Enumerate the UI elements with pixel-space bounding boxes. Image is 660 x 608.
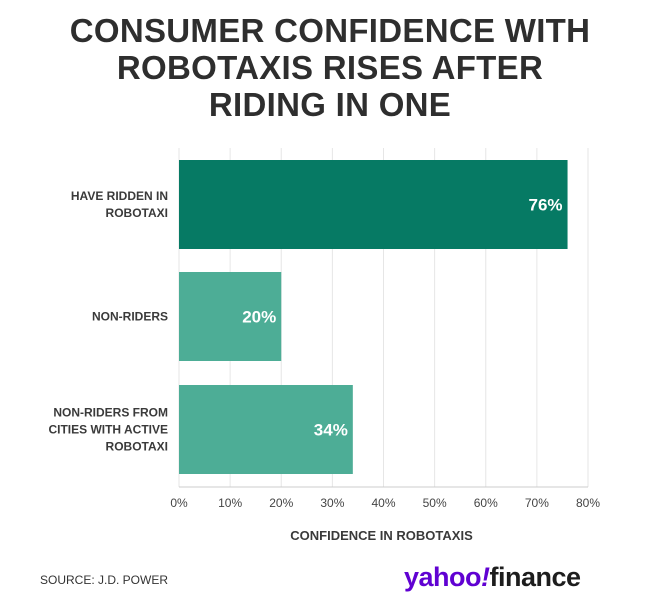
x-tick-label: 10% xyxy=(218,496,242,510)
category-label-line: CITIES WITH ACTIVE xyxy=(48,423,168,437)
bar-value-label: 34% xyxy=(314,421,348,440)
x-tick-label: 80% xyxy=(576,496,600,510)
chart-title-line: CONSUMER CONFIDENCE WITH xyxy=(69,12,591,49)
x-tick-label: 70% xyxy=(525,496,549,510)
x-axis-title: CONFIDENCE IN ROBOTAXIS xyxy=(290,528,473,543)
category-label-line: ROBOTAXI xyxy=(106,206,168,220)
x-tick-label: 30% xyxy=(320,496,344,510)
source-note: SOURCE: J.D. POWER xyxy=(40,573,169,587)
category-label: NON-RIDERS xyxy=(92,310,168,324)
x-tick-label: 40% xyxy=(371,496,395,510)
logo-exclamation-mark: ! xyxy=(481,562,490,592)
x-tick-label: 60% xyxy=(474,496,498,510)
bar-value-label: 76% xyxy=(529,196,563,215)
bar-value-label: 20% xyxy=(242,308,276,327)
x-tick-label: 50% xyxy=(423,496,447,510)
chart-title-line: ROBOTAXIS RISES AFTER xyxy=(116,49,544,86)
category-label: NON-RIDERS FROM CITIES WITH ACTIVE ROBOTAX… xyxy=(48,406,168,454)
bar xyxy=(179,160,568,249)
category-label-line: NON-RIDERS FROM xyxy=(53,406,168,420)
x-tick-label: 20% xyxy=(269,496,293,510)
x-tick-label: 0% xyxy=(170,496,188,510)
category-label-line: HAVE RIDDEN IN xyxy=(71,189,168,203)
category-label: HAVE RIDDEN IN ROBOTAXI xyxy=(71,189,168,220)
logo-yahoo-text: yahoo xyxy=(404,562,482,592)
yahoo-finance-logo: yahoo!finance xyxy=(404,562,581,592)
chart-title: CONSUMER CONFIDENCE WITH ROBOTAXIS RISES… xyxy=(0,12,660,123)
chart-title-line: RIDING IN ONE xyxy=(208,86,452,123)
category-label-line: ROBOTAXI xyxy=(106,440,168,454)
bar xyxy=(179,272,282,361)
bar xyxy=(179,385,353,474)
logo-finance-text: finance xyxy=(489,562,582,592)
category-label-line: NON-RIDERS xyxy=(92,310,168,324)
